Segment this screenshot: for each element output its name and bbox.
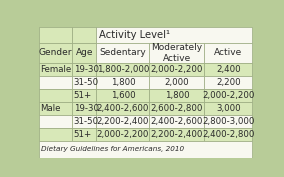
Bar bbox=[39, 43, 72, 63]
Bar bbox=[72, 63, 97, 76]
Text: 2,400: 2,400 bbox=[216, 65, 241, 74]
Text: 19-30: 19-30 bbox=[74, 65, 99, 74]
Bar bbox=[204, 43, 252, 63]
Bar bbox=[39, 63, 72, 76]
Bar bbox=[97, 27, 252, 43]
Text: 3,000: 3,000 bbox=[216, 104, 241, 113]
Bar bbox=[204, 63, 252, 76]
Text: 2,400-2,800: 2,400-2,800 bbox=[202, 130, 254, 139]
Bar bbox=[204, 89, 252, 102]
Bar bbox=[97, 115, 149, 128]
Bar bbox=[72, 76, 97, 89]
Text: 2,200-2,400: 2,200-2,400 bbox=[97, 117, 149, 126]
Bar bbox=[204, 115, 252, 128]
Bar bbox=[97, 102, 149, 115]
Bar bbox=[149, 76, 204, 89]
Text: 1,800-2,000: 1,800-2,000 bbox=[97, 65, 149, 74]
Bar bbox=[204, 76, 252, 89]
Bar bbox=[72, 115, 97, 128]
Text: Active: Active bbox=[214, 48, 243, 57]
Bar bbox=[39, 102, 72, 115]
Text: Male: Male bbox=[41, 104, 61, 113]
Bar bbox=[72, 128, 97, 141]
Text: Dietary Guidelines for Americans, 2010: Dietary Guidelines for Americans, 2010 bbox=[41, 146, 184, 152]
Bar bbox=[97, 76, 149, 89]
Text: 2,000: 2,000 bbox=[164, 78, 189, 87]
Text: Age: Age bbox=[76, 48, 93, 57]
Text: Female: Female bbox=[41, 65, 72, 74]
Bar bbox=[39, 76, 72, 89]
Text: 2,600-2,800: 2,600-2,800 bbox=[151, 104, 203, 113]
Bar bbox=[72, 27, 97, 43]
Bar bbox=[97, 128, 149, 141]
Text: 2,200: 2,200 bbox=[216, 78, 241, 87]
Bar bbox=[149, 63, 204, 76]
Bar bbox=[204, 128, 252, 141]
Bar bbox=[204, 102, 252, 115]
Bar bbox=[72, 102, 97, 115]
Bar bbox=[39, 89, 72, 102]
Bar bbox=[97, 63, 149, 76]
Text: 2,000-2,200: 2,000-2,200 bbox=[151, 65, 203, 74]
Bar bbox=[39, 128, 72, 141]
Bar bbox=[72, 89, 97, 102]
Text: 31-50: 31-50 bbox=[74, 117, 99, 126]
Bar bbox=[149, 89, 204, 102]
Bar bbox=[39, 115, 72, 128]
Bar bbox=[149, 102, 204, 115]
Text: 2,400-2,600: 2,400-2,600 bbox=[97, 104, 149, 113]
Text: 31-50: 31-50 bbox=[74, 78, 99, 87]
Text: 2,000-2,200: 2,000-2,200 bbox=[202, 91, 254, 100]
Bar bbox=[72, 43, 97, 63]
Text: 51+: 51+ bbox=[74, 130, 92, 139]
Text: 51+: 51+ bbox=[74, 91, 92, 100]
Text: 2,000-2,200: 2,000-2,200 bbox=[97, 130, 149, 139]
Text: 2,200-2,400: 2,200-2,400 bbox=[151, 130, 203, 139]
Bar bbox=[97, 43, 149, 63]
Text: Sedentary: Sedentary bbox=[99, 48, 146, 57]
Text: 2,400-2,600: 2,400-2,600 bbox=[151, 117, 203, 126]
Text: 1,800: 1,800 bbox=[110, 78, 135, 87]
Bar bbox=[149, 115, 204, 128]
Text: Activity Level¹: Activity Level¹ bbox=[99, 30, 170, 40]
Text: Gender: Gender bbox=[39, 48, 72, 57]
Bar bbox=[149, 128, 204, 141]
Bar bbox=[39, 141, 252, 158]
Bar bbox=[97, 89, 149, 102]
Text: 19-30: 19-30 bbox=[74, 104, 99, 113]
Text: 1,800: 1,800 bbox=[164, 91, 189, 100]
Text: 2,800-3,000: 2,800-3,000 bbox=[202, 117, 254, 126]
Bar bbox=[149, 43, 204, 63]
Text: Moderately
Active: Moderately Active bbox=[151, 43, 202, 63]
Text: 1,600: 1,600 bbox=[110, 91, 135, 100]
Bar bbox=[39, 27, 72, 43]
